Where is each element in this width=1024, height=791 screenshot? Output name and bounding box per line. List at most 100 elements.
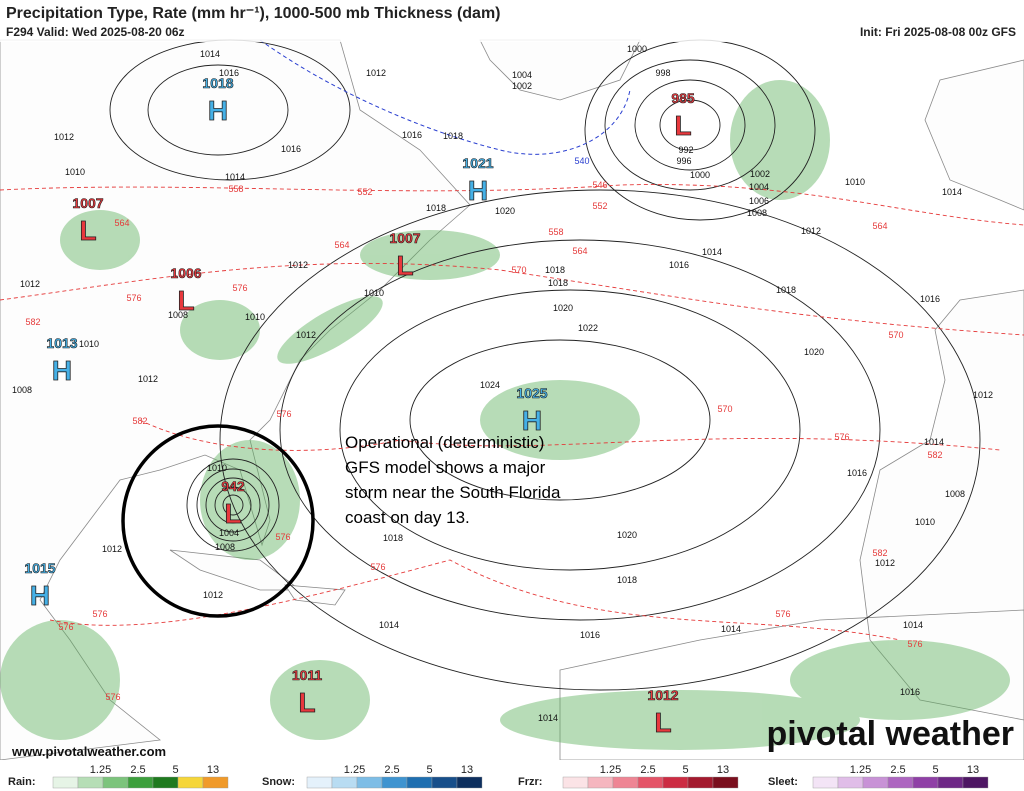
legend-swatch xyxy=(306,776,333,789)
center-letter: H xyxy=(30,580,50,611)
isobar-label: 1004 xyxy=(749,182,769,192)
init-time: Init: Fri 2025-08-08 00z GFS xyxy=(860,25,1016,39)
isobar-label: 1012 xyxy=(801,226,821,236)
thickness-label: 540 xyxy=(574,156,589,166)
isobar-label: 1012 xyxy=(54,132,74,142)
legend-swatch xyxy=(912,776,939,789)
isobar-label: 1010 xyxy=(207,463,227,473)
legend-swatch xyxy=(381,776,408,789)
isobar-label: 1018 xyxy=(617,575,637,585)
legend: Rain: 1.25 2.5 5 13 Snow: 1.25 2.5 5 13 Frzr: 1.25 2… xyxy=(8,764,989,789)
isobar-label: 1008 xyxy=(747,208,767,218)
isobar-label: 1014 xyxy=(702,247,722,257)
website: www.pivotalweather.com xyxy=(11,744,166,759)
isobar-label: 1014 xyxy=(924,437,944,447)
legend-swatch xyxy=(662,776,689,789)
thickness-lines xyxy=(0,184,1024,641)
isobar-label: 1018 xyxy=(443,131,463,141)
center-letter: L xyxy=(79,215,96,246)
isobar-label: 1018 xyxy=(426,203,446,213)
legend-name: Rain: xyxy=(8,776,36,788)
legend-name: Sleet: xyxy=(768,776,798,788)
legend-tick: 13 xyxy=(207,764,219,776)
center-value: 1007 xyxy=(72,195,103,211)
isobar-label: 1014 xyxy=(721,624,741,634)
thickness-label: 576 xyxy=(834,432,849,442)
thickness-label: 564 xyxy=(572,246,587,256)
annotation-line: storm near the South Florida xyxy=(345,483,561,502)
legend-swatch xyxy=(562,776,589,789)
center-value: 1012 xyxy=(647,687,678,703)
isobar-label: 1010 xyxy=(845,177,865,187)
isobar-label: 1004 xyxy=(219,528,239,538)
isobar-label: 1012 xyxy=(288,260,308,270)
legend-tick: 13 xyxy=(967,764,979,776)
thickness-label: 576 xyxy=(775,609,790,619)
thickness-label: 576 xyxy=(276,409,291,419)
legend-swatch xyxy=(887,776,914,789)
header-band xyxy=(0,0,1024,42)
center-value: 1006 xyxy=(170,265,201,281)
thickness-label: 564 xyxy=(872,221,887,231)
thickness-label: 576 xyxy=(105,692,120,702)
isobar-label: 1010 xyxy=(364,288,384,298)
thickness-label: 582 xyxy=(25,317,40,327)
land xyxy=(0,39,1024,761)
isobar-label: 1014 xyxy=(379,620,399,630)
legend-swatch xyxy=(812,776,839,789)
legend-swatch xyxy=(712,776,739,789)
legend-tick: 5 xyxy=(682,764,688,776)
annotation: Operational (deterministic) GFS model sho… xyxy=(345,433,561,527)
isobar-label: 1004 xyxy=(512,70,532,80)
isobar-label: 1016 xyxy=(402,130,422,140)
legend-tick: 1.25 xyxy=(90,764,111,776)
thickness-label: 576 xyxy=(370,562,385,572)
center-letter: L xyxy=(177,285,194,316)
isobar-label: 1014 xyxy=(225,172,245,182)
center-value: 942 xyxy=(221,478,245,494)
isobar-label: 1012 xyxy=(203,590,223,600)
isobar-label: 1012 xyxy=(875,558,895,568)
legend-tick: 5 xyxy=(932,764,938,776)
watermark: pivotal weather xyxy=(766,715,1014,753)
legend-tick: 13 xyxy=(461,764,473,776)
isobar-label: 998 xyxy=(655,68,670,78)
center-value: 1018 xyxy=(202,75,233,91)
thickness-label: 582 xyxy=(927,450,942,460)
isobar-label: 1010 xyxy=(79,339,99,349)
center-value: 1007 xyxy=(389,230,420,246)
legend-swatch xyxy=(862,776,889,789)
legend-swatch xyxy=(177,776,204,789)
thickness-label: 582 xyxy=(132,416,147,426)
legend-swatch xyxy=(637,776,664,789)
isobar-label: 1002 xyxy=(750,169,770,179)
legend-swatch xyxy=(202,776,229,789)
isobar-label: 1016 xyxy=(669,260,689,270)
isobar-label: 1020 xyxy=(495,206,515,216)
legend-tick: 1.25 xyxy=(600,764,621,776)
center-letter: L xyxy=(224,498,241,529)
isobar-label: 1016 xyxy=(900,687,920,697)
center-letter: H xyxy=(52,355,72,386)
isobar-label: 1018 xyxy=(548,278,568,288)
legend-swatch xyxy=(587,776,614,789)
isobar-label: 1008 xyxy=(215,542,235,552)
legend-tick: 5 xyxy=(426,764,432,776)
center-value: 1011 xyxy=(292,667,323,683)
thickness-label: 564 xyxy=(114,218,129,228)
legend-swatch xyxy=(77,776,104,789)
title: Precipitation Type, Rate (mm hr⁻¹), 1000… xyxy=(6,5,501,22)
highlight-circle xyxy=(121,424,315,618)
isobars xyxy=(109,39,981,691)
isobar-label: 1022 xyxy=(578,323,598,333)
legend-swatch xyxy=(331,776,358,789)
isobar-label: 1024 xyxy=(480,380,500,390)
legend-swatch xyxy=(127,776,154,789)
thickness-540 xyxy=(259,39,631,155)
center-letter: H xyxy=(468,175,488,206)
legend-tick: 1.25 xyxy=(850,764,871,776)
isobar-label: 1010 xyxy=(245,312,265,322)
thickness-label: 552 xyxy=(357,187,372,197)
